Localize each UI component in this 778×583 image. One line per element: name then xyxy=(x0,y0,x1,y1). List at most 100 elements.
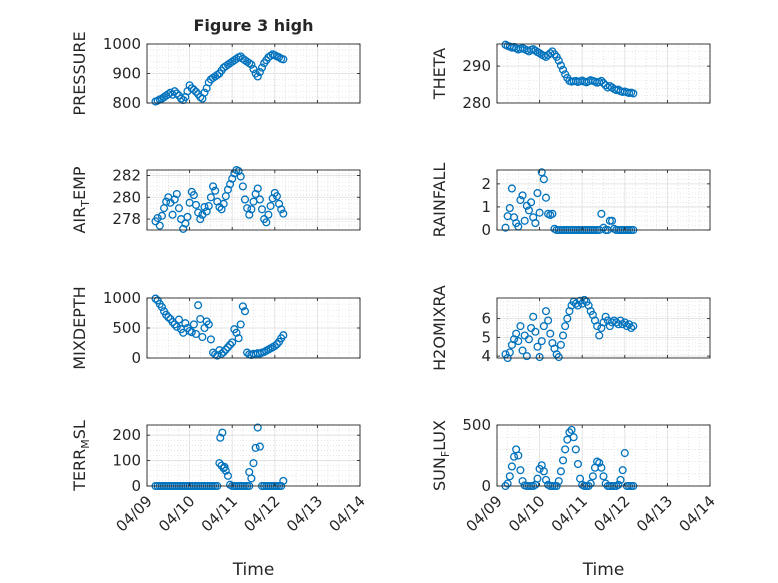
data-point xyxy=(512,329,521,338)
data-point xyxy=(518,477,527,486)
data-point xyxy=(226,340,235,349)
data-point xyxy=(153,213,162,223)
data-point xyxy=(556,467,565,476)
axes-box xyxy=(496,43,711,104)
data-point xyxy=(194,301,203,310)
data-point xyxy=(505,204,514,213)
data-point xyxy=(247,205,256,214)
data-point xyxy=(616,475,625,484)
data-point xyxy=(191,329,201,339)
data-point xyxy=(255,67,264,77)
subplot-h2omixra: 456 H2OMIXRA xyxy=(430,285,711,371)
data-point xyxy=(620,449,629,458)
data-point xyxy=(531,327,540,336)
data-point xyxy=(172,322,181,331)
data-point xyxy=(567,425,576,434)
data-point xyxy=(253,423,262,432)
data-point xyxy=(516,195,525,205)
subplot-mixdepth: 0 500 1000 MIXDEPTH xyxy=(70,286,361,370)
y-tick-label: 280 xyxy=(112,188,141,206)
y-axis-label: MIXDEPTH xyxy=(70,286,89,369)
data-point xyxy=(200,203,209,212)
data-point xyxy=(181,319,190,328)
data-point xyxy=(533,342,542,351)
data-point xyxy=(524,335,533,344)
data-point xyxy=(599,79,608,88)
data-point xyxy=(219,347,228,357)
data-point xyxy=(522,352,531,361)
data-point xyxy=(251,443,260,452)
data-point xyxy=(151,294,160,303)
y-tick-label: 100 xyxy=(112,452,141,470)
data-point xyxy=(253,184,262,193)
x-axis-label: Time xyxy=(232,560,275,580)
data-point xyxy=(174,204,184,213)
data-point xyxy=(558,456,568,465)
data-point xyxy=(279,476,288,485)
y-tick-label: 5 xyxy=(481,328,491,346)
y-tick-label: 900 xyxy=(112,65,141,83)
data-point xyxy=(514,337,523,346)
data-point xyxy=(593,322,602,331)
data-point xyxy=(257,63,267,72)
data-point xyxy=(556,340,565,349)
data-point xyxy=(196,215,205,224)
data-point xyxy=(561,322,570,331)
data-point xyxy=(221,466,230,475)
data-point xyxy=(607,216,617,225)
data-point xyxy=(516,322,525,331)
data-point xyxy=(238,182,247,191)
subplot-pressure: 800 900 1000 PRESSURE Figure 3 high xyxy=(70,16,361,116)
data-point xyxy=(597,463,606,472)
data-point xyxy=(556,61,565,70)
data-point xyxy=(189,320,198,329)
y-axis-label: RAINFALL xyxy=(430,163,449,238)
y-tick-label: 0 xyxy=(481,477,491,495)
data-point xyxy=(215,459,224,468)
y-tick-label: 1 xyxy=(481,198,491,216)
y-tick-label: 0 xyxy=(131,349,141,367)
axes-box xyxy=(146,424,361,487)
data-point xyxy=(558,65,568,74)
data-point xyxy=(505,348,514,357)
data-point xyxy=(546,49,555,58)
data-point xyxy=(245,59,254,68)
data-point xyxy=(599,223,608,232)
data-point xyxy=(240,307,250,316)
data-point xyxy=(206,193,215,202)
data-point xyxy=(219,199,228,208)
data-point xyxy=(262,218,271,227)
data-point xyxy=(586,479,595,488)
data-point xyxy=(249,65,258,74)
data-point xyxy=(573,301,582,310)
data-point xyxy=(218,428,227,437)
data-point xyxy=(588,472,597,481)
data-point xyxy=(548,209,557,218)
axes-box xyxy=(146,169,361,231)
data-point xyxy=(279,209,288,218)
y-tick-label: 200 xyxy=(112,426,141,444)
y-tick-label: 2 xyxy=(481,175,491,193)
data-point xyxy=(223,343,232,352)
data-point xyxy=(505,472,514,481)
data-point xyxy=(174,315,184,324)
y-tick-label: 0 xyxy=(481,221,491,239)
data-point xyxy=(162,310,171,319)
data-point xyxy=(191,200,201,209)
data-point xyxy=(196,93,205,102)
data-point xyxy=(529,312,538,321)
data-point xyxy=(595,331,604,340)
data-point xyxy=(541,307,551,316)
y-tick-label: 1000 xyxy=(103,35,141,53)
data-point xyxy=(189,191,198,200)
data-point xyxy=(206,335,215,344)
data-point xyxy=(627,323,636,333)
data-point xyxy=(170,87,179,96)
data-point xyxy=(524,206,533,215)
data-point xyxy=(200,88,209,97)
data-point xyxy=(245,467,254,477)
data-point xyxy=(501,223,510,232)
data-point xyxy=(172,89,181,98)
y-axis-label: THETA xyxy=(430,48,449,100)
